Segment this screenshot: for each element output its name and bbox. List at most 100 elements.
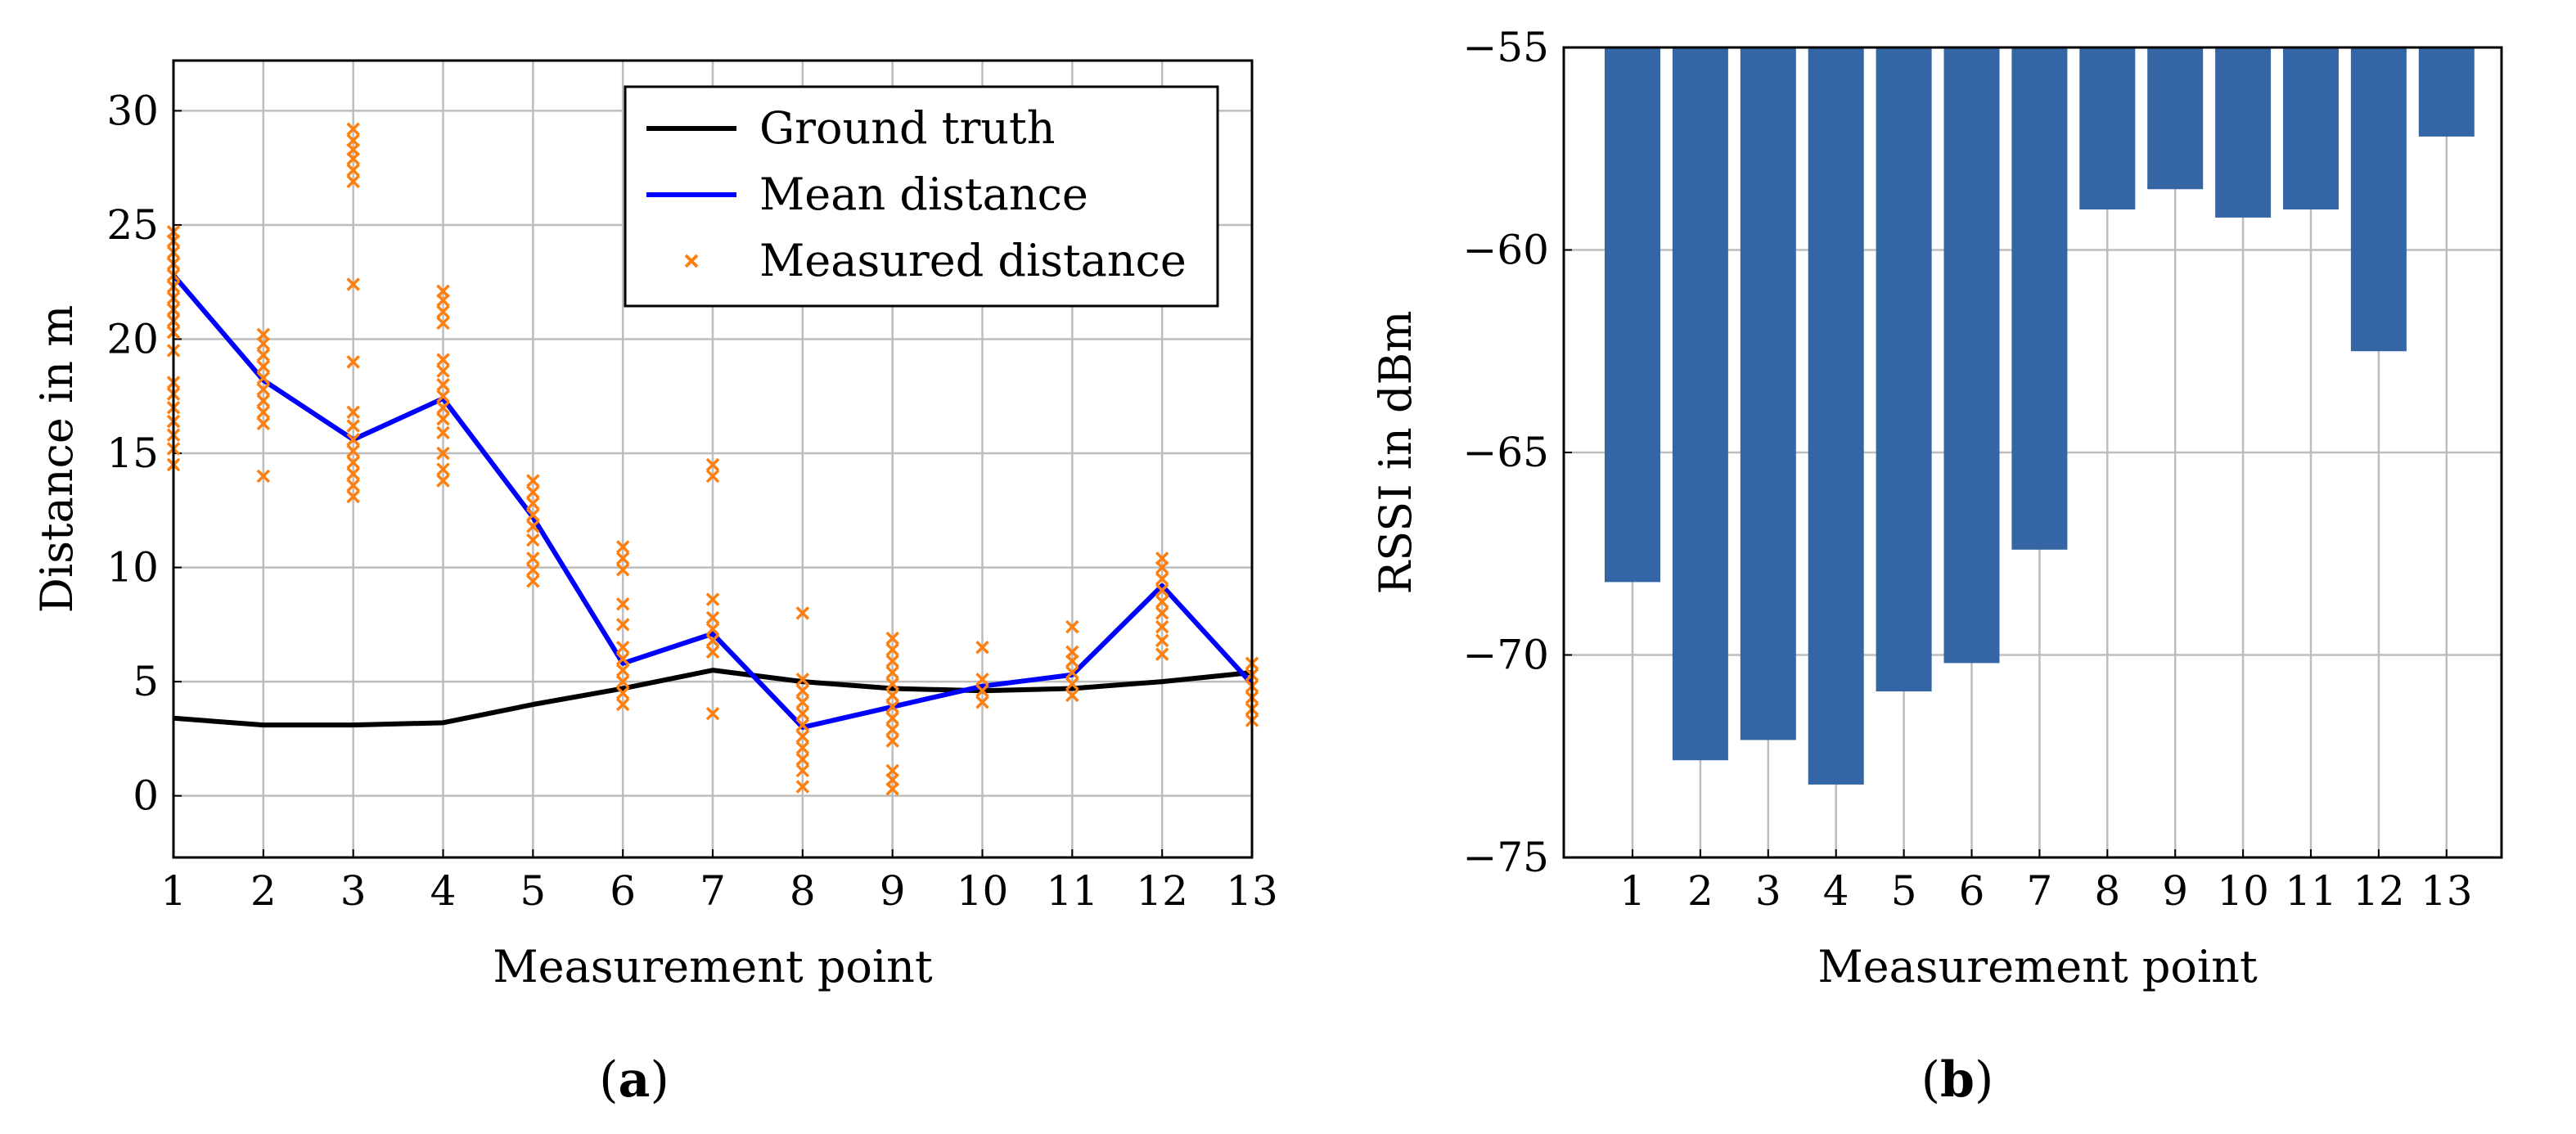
measured-distance-point [436, 412, 450, 426]
measured-distance-point [436, 353, 450, 367]
measured-distance-point [346, 174, 360, 189]
measured-distance-point [705, 610, 720, 625]
measured-distance-point [615, 686, 630, 700]
measured-distance-point [615, 596, 630, 611]
measured-distance-point [526, 574, 540, 588]
y-tick-label: 5 [133, 658, 159, 705]
measured-distance-point [436, 400, 450, 415]
measured-distance-point [436, 425, 450, 440]
x-tick-label: 8 [2094, 867, 2120, 915]
measured-distance-point [795, 718, 810, 732]
y-tick-labels: −75 −70 −65 −60 −55 [1462, 24, 1549, 881]
x-tick-label: 1 [1619, 867, 1646, 915]
measured-distance-point [256, 327, 271, 342]
measured-distance-point [885, 631, 899, 646]
ground-truth-series [173, 668, 1253, 728]
measured-distance-point [795, 684, 810, 698]
measured-distance-point [795, 706, 810, 721]
measured-distance-point [436, 316, 450, 331]
measured-distance-point [346, 133, 360, 147]
measured-distance-point [975, 684, 989, 698]
measured-distance-point [705, 645, 720, 659]
measured-distance-point [1155, 595, 1169, 609]
y-tick-label: −60 [1462, 227, 1549, 274]
measured-distance-point [256, 469, 271, 484]
measured-distance-point [795, 780, 810, 794]
y-tick-label: −55 [1462, 24, 1549, 71]
measured-distance-point [436, 446, 450, 461]
measured-distance-point [256, 394, 271, 408]
legend-mean-distance-label: Mean distance [759, 169, 1088, 220]
measured-distance-point [795, 673, 810, 686]
x-tick-label: 5 [1891, 867, 1917, 915]
plot-frame [172, 59, 1254, 859]
y-tick-label: 0 [133, 772, 159, 820]
measured-distance-point [705, 469, 720, 484]
y-tick-label: −65 [1462, 429, 1549, 476]
x-tick-label: 8 [790, 867, 816, 915]
legend: Ground truth Mean distance Measured dist… [624, 85, 1219, 308]
x-axis-label: Measurement point [1817, 941, 2258, 992]
measured-distance-point [705, 622, 720, 637]
measured-distance-point [885, 688, 899, 703]
measured-distance-point [436, 462, 450, 476]
x-tick-label: 1 [160, 867, 187, 915]
measured-distance-point [346, 466, 360, 481]
ground-truth-line [173, 668, 1253, 728]
measured-distance-point [1155, 606, 1169, 620]
measured-distance-point [256, 416, 271, 430]
measured-distance-point [526, 497, 540, 511]
rssi-bar [2215, 47, 2272, 218]
measured-distance-point [346, 355, 360, 369]
rssi-bar [2011, 47, 2068, 550]
measured-distance-point [795, 752, 810, 767]
rssi-bar [1808, 47, 1864, 785]
measured-distance-point [885, 711, 899, 725]
measured-distance-point [526, 551, 540, 565]
plot-frame [1562, 46, 2503, 859]
x-tick-label: 3 [1755, 867, 1781, 915]
measured-distance-point [346, 419, 360, 433]
y-tick-label: 15 [106, 430, 159, 477]
x-tick-label: 12 [2353, 867, 2405, 915]
measured-distance-point [1155, 647, 1169, 661]
measured-distance-point [1065, 677, 1079, 691]
x-tick-label: 13 [1226, 867, 1278, 915]
measured-distance-point [346, 277, 360, 291]
x-tick-label: 11 [2285, 867, 2337, 915]
measured-distance-point [975, 641, 989, 655]
measured-distance-point [256, 382, 271, 397]
rssi-bar [2147, 47, 2204, 190]
measured-distance-point [705, 457, 720, 472]
legend-measured-distance-swatch [684, 254, 699, 268]
measured-distance-point [615, 551, 630, 565]
measured-distance-point [346, 455, 360, 470]
measured-distance-point [615, 641, 630, 655]
measured-distance-point [1065, 665, 1079, 680]
x-tick-label: 9 [2162, 867, 2188, 915]
measured-distance-point [705, 592, 720, 606]
measured-distance-point [256, 371, 271, 385]
measured-distance-point [526, 520, 540, 533]
measured-distance-point [436, 474, 450, 488]
measured-distance-point [256, 405, 271, 420]
measured-distance-point [1155, 572, 1169, 586]
y-axis-label: RSSI in dBm [1370, 311, 1421, 595]
rssi-bar [1672, 47, 1728, 761]
x-tick-label: 2 [250, 867, 277, 915]
rssi-bars [1605, 47, 2475, 785]
measured-distance-point [615, 618, 630, 632]
measured-distance-point [975, 673, 989, 686]
measured-distance-point [436, 364, 450, 378]
x-tick-label: 6 [1959, 867, 1985, 915]
measured-distance-point [256, 359, 271, 374]
measured-distance-point [526, 563, 540, 577]
x-tick-label: 7 [2026, 867, 2052, 915]
rssi-bar [1740, 47, 1796, 740]
rssi-bar [1876, 47, 1932, 692]
rssi-bar [1605, 47, 1660, 583]
measured-distance-point [705, 633, 720, 648]
y-tick-label: −70 [1462, 632, 1549, 679]
legend-ground-truth-label: Ground truth [759, 102, 1056, 154]
